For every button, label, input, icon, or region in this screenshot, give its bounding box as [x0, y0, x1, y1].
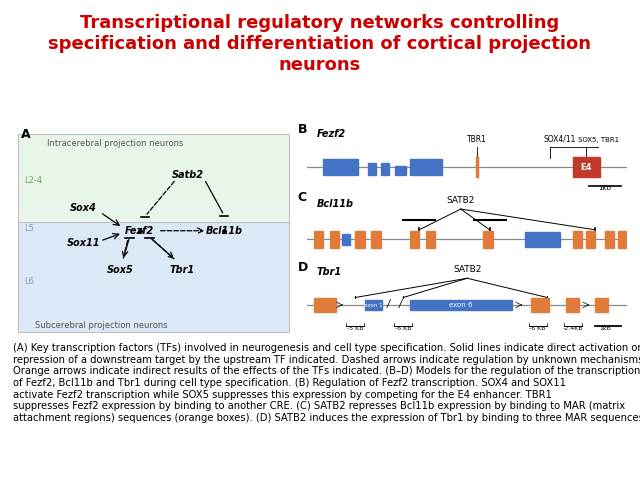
- Text: Tbr1: Tbr1: [317, 267, 342, 277]
- Bar: [573, 157, 600, 177]
- Bar: [381, 163, 389, 175]
- Text: TBR1: TBR1: [467, 135, 487, 144]
- Bar: [410, 231, 419, 248]
- Bar: [314, 298, 336, 312]
- Text: Subcerebral projection neurons: Subcerebral projection neurons: [35, 321, 168, 330]
- Bar: [605, 231, 614, 248]
- Bar: [410, 159, 442, 175]
- FancyBboxPatch shape: [19, 134, 289, 223]
- Text: Bcl11b: Bcl11b: [317, 199, 354, 209]
- Text: L5: L5: [24, 224, 34, 233]
- Text: /: /: [398, 299, 402, 309]
- Bar: [483, 231, 493, 248]
- Text: exon 1: exon 1: [364, 303, 383, 308]
- Text: 1kb: 1kb: [598, 185, 611, 191]
- Bar: [618, 231, 627, 248]
- Text: Sox11: Sox11: [67, 238, 100, 248]
- Bar: [396, 166, 406, 175]
- Text: Satb2: Satb2: [172, 170, 204, 180]
- Bar: [426, 231, 435, 248]
- Text: D: D: [298, 261, 308, 274]
- Bar: [365, 300, 383, 310]
- Text: SATB2: SATB2: [447, 196, 475, 205]
- Text: Fezf2: Fezf2: [125, 226, 154, 236]
- Text: Bcl11b: Bcl11b: [205, 226, 243, 236]
- Text: C: C: [298, 192, 307, 204]
- Text: E4: E4: [580, 163, 592, 172]
- Bar: [342, 234, 351, 245]
- Bar: [330, 231, 339, 248]
- Text: Sox5: Sox5: [106, 265, 133, 275]
- Text: SOX5, TBR1: SOX5, TBR1: [578, 137, 619, 143]
- Text: L2-4: L2-4: [24, 176, 42, 185]
- Bar: [314, 231, 323, 248]
- Text: -5 Kb: -5 Kb: [347, 326, 364, 331]
- Text: SOX4/11: SOX4/11: [544, 135, 576, 144]
- Text: Intracerebral projection neurons: Intracerebral projection neurons: [47, 139, 183, 148]
- Text: L6: L6: [24, 277, 34, 287]
- Bar: [355, 231, 365, 248]
- Text: Transcriptional regulatory networks controlling
specification and differentiatio: Transcriptional regulatory networks cont…: [49, 14, 591, 74]
- Text: -2.4Kb: -2.4Kb: [563, 326, 583, 331]
- Bar: [368, 163, 376, 175]
- Text: Tbr1: Tbr1: [169, 265, 195, 275]
- Text: /: /: [387, 299, 390, 309]
- FancyBboxPatch shape: [19, 223, 289, 332]
- Text: SATB2: SATB2: [453, 265, 481, 275]
- Bar: [595, 298, 608, 312]
- Text: (A) Key transcription factors (TFs) involved in neurogenesis and cell type speci: (A) Key transcription factors (TFs) invo…: [13, 343, 640, 423]
- Bar: [586, 231, 595, 248]
- Bar: [531, 298, 549, 312]
- Bar: [525, 232, 560, 247]
- Text: exon 6: exon 6: [449, 302, 472, 308]
- Text: -6 Kb: -6 Kb: [529, 326, 546, 331]
- Text: B: B: [298, 123, 307, 136]
- Text: A: A: [21, 128, 31, 141]
- Bar: [323, 159, 358, 175]
- Text: 1kb: 1kb: [599, 326, 611, 331]
- Text: Fezf2: Fezf2: [317, 129, 346, 139]
- Bar: [410, 300, 512, 310]
- Bar: [566, 298, 579, 312]
- Bar: [371, 231, 381, 248]
- Text: Sox4: Sox4: [70, 203, 97, 213]
- Text: -6 Kb: -6 Kb: [395, 326, 412, 331]
- Bar: [573, 231, 582, 248]
